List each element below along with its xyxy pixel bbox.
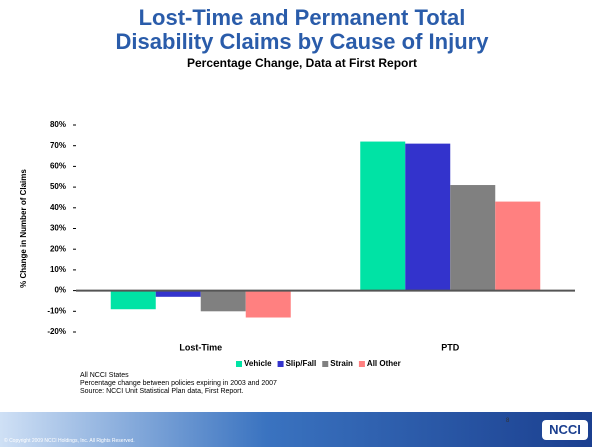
legend-swatch [277, 361, 284, 367]
y-tick-label: 40% [50, 203, 66, 212]
chart-title: Lost-Time and Permanent Total Disability… [115, 5, 489, 54]
note: Source: NCCI Unit Statistical Plan data,… [80, 388, 244, 395]
chart-subtitle: Percentage Change, Data at First Report [186, 56, 418, 70]
legend-label: Strain [330, 359, 353, 368]
bar [155, 290, 201, 297]
page-number: 8 [506, 418, 510, 424]
bar [495, 201, 541, 291]
y-tick-label: 0% [54, 286, 66, 295]
y-tick-label: 20% [50, 244, 66, 253]
bar [360, 141, 406, 291]
legend-label: All Other [367, 359, 401, 368]
notes: All NCCI States Percentage change betwee… [80, 372, 277, 396]
bar [110, 290, 156, 310]
x-tick-label: Lost-Time [179, 342, 222, 352]
legend-label: Vehicle [244, 359, 272, 368]
y-tick-label: 30% [50, 224, 66, 233]
y-tick-label: -20% [47, 327, 66, 336]
note: All NCCI States [80, 372, 129, 379]
y-tick-label: 60% [50, 162, 66, 171]
y-tick-label: 70% [50, 141, 66, 150]
legend-swatch [358, 361, 365, 367]
y-axis-label: % Change in Number of Claims [19, 169, 28, 288]
footer-banner [0, 412, 592, 447]
y-tick-label: -10% [47, 306, 66, 315]
bar [405, 143, 451, 291]
y-tick-label: 80% [50, 120, 66, 129]
copyright: © Copyright 2009 NCCI Holdings, Inc. All… [4, 438, 135, 444]
note: Percentage change between policies expir… [80, 380, 277, 387]
logo: NCCI [542, 420, 588, 440]
bar [450, 185, 496, 291]
y-tick-label: 50% [50, 182, 66, 191]
legend-swatch [322, 361, 329, 367]
legend-swatch [236, 361, 242, 367]
legend-label: Slip/Fall [286, 359, 317, 368]
bar [200, 290, 246, 312]
bar [245, 290, 291, 318]
y-tick-label: 10% [50, 265, 66, 274]
x-tick-label: PTD [441, 342, 460, 352]
